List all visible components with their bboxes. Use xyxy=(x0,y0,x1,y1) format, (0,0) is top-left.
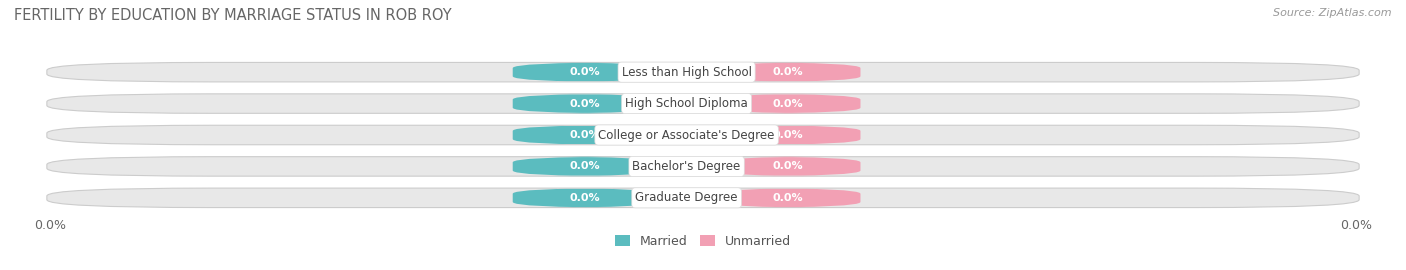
FancyBboxPatch shape xyxy=(46,125,1360,145)
Text: 0.0%: 0.0% xyxy=(569,130,600,140)
FancyBboxPatch shape xyxy=(513,94,657,113)
Text: 0.0%: 0.0% xyxy=(773,193,804,203)
Text: FERTILITY BY EDUCATION BY MARRIAGE STATUS IN ROB ROY: FERTILITY BY EDUCATION BY MARRIAGE STATU… xyxy=(14,8,451,23)
Text: College or Associate's Degree: College or Associate's Degree xyxy=(599,129,775,141)
Text: 0.0%: 0.0% xyxy=(569,193,600,203)
FancyBboxPatch shape xyxy=(46,62,1360,82)
Text: 0.0%: 0.0% xyxy=(773,161,804,171)
FancyBboxPatch shape xyxy=(513,188,657,208)
Text: 0.0%: 0.0% xyxy=(569,99,600,109)
FancyBboxPatch shape xyxy=(513,157,657,176)
Text: 0.0%: 0.0% xyxy=(773,99,804,109)
Legend: Married, Unmarried: Married, Unmarried xyxy=(610,230,796,253)
Text: 0.0%: 0.0% xyxy=(1340,219,1372,232)
FancyBboxPatch shape xyxy=(46,94,1360,113)
Text: 0.0%: 0.0% xyxy=(773,130,804,140)
FancyBboxPatch shape xyxy=(46,188,1360,208)
Text: Graduate Degree: Graduate Degree xyxy=(636,191,738,204)
FancyBboxPatch shape xyxy=(716,188,860,208)
FancyBboxPatch shape xyxy=(716,94,860,113)
FancyBboxPatch shape xyxy=(716,157,860,176)
FancyBboxPatch shape xyxy=(46,157,1360,176)
Text: 0.0%: 0.0% xyxy=(34,219,66,232)
FancyBboxPatch shape xyxy=(513,125,657,145)
Text: Less than High School: Less than High School xyxy=(621,66,752,79)
Text: 0.0%: 0.0% xyxy=(773,67,804,77)
Text: Bachelor's Degree: Bachelor's Degree xyxy=(633,160,741,173)
Text: Source: ZipAtlas.com: Source: ZipAtlas.com xyxy=(1274,8,1392,18)
Text: 0.0%: 0.0% xyxy=(569,161,600,171)
Text: High School Diploma: High School Diploma xyxy=(626,97,748,110)
FancyBboxPatch shape xyxy=(716,125,860,145)
FancyBboxPatch shape xyxy=(716,62,860,82)
FancyBboxPatch shape xyxy=(513,62,657,82)
Text: 0.0%: 0.0% xyxy=(569,67,600,77)
